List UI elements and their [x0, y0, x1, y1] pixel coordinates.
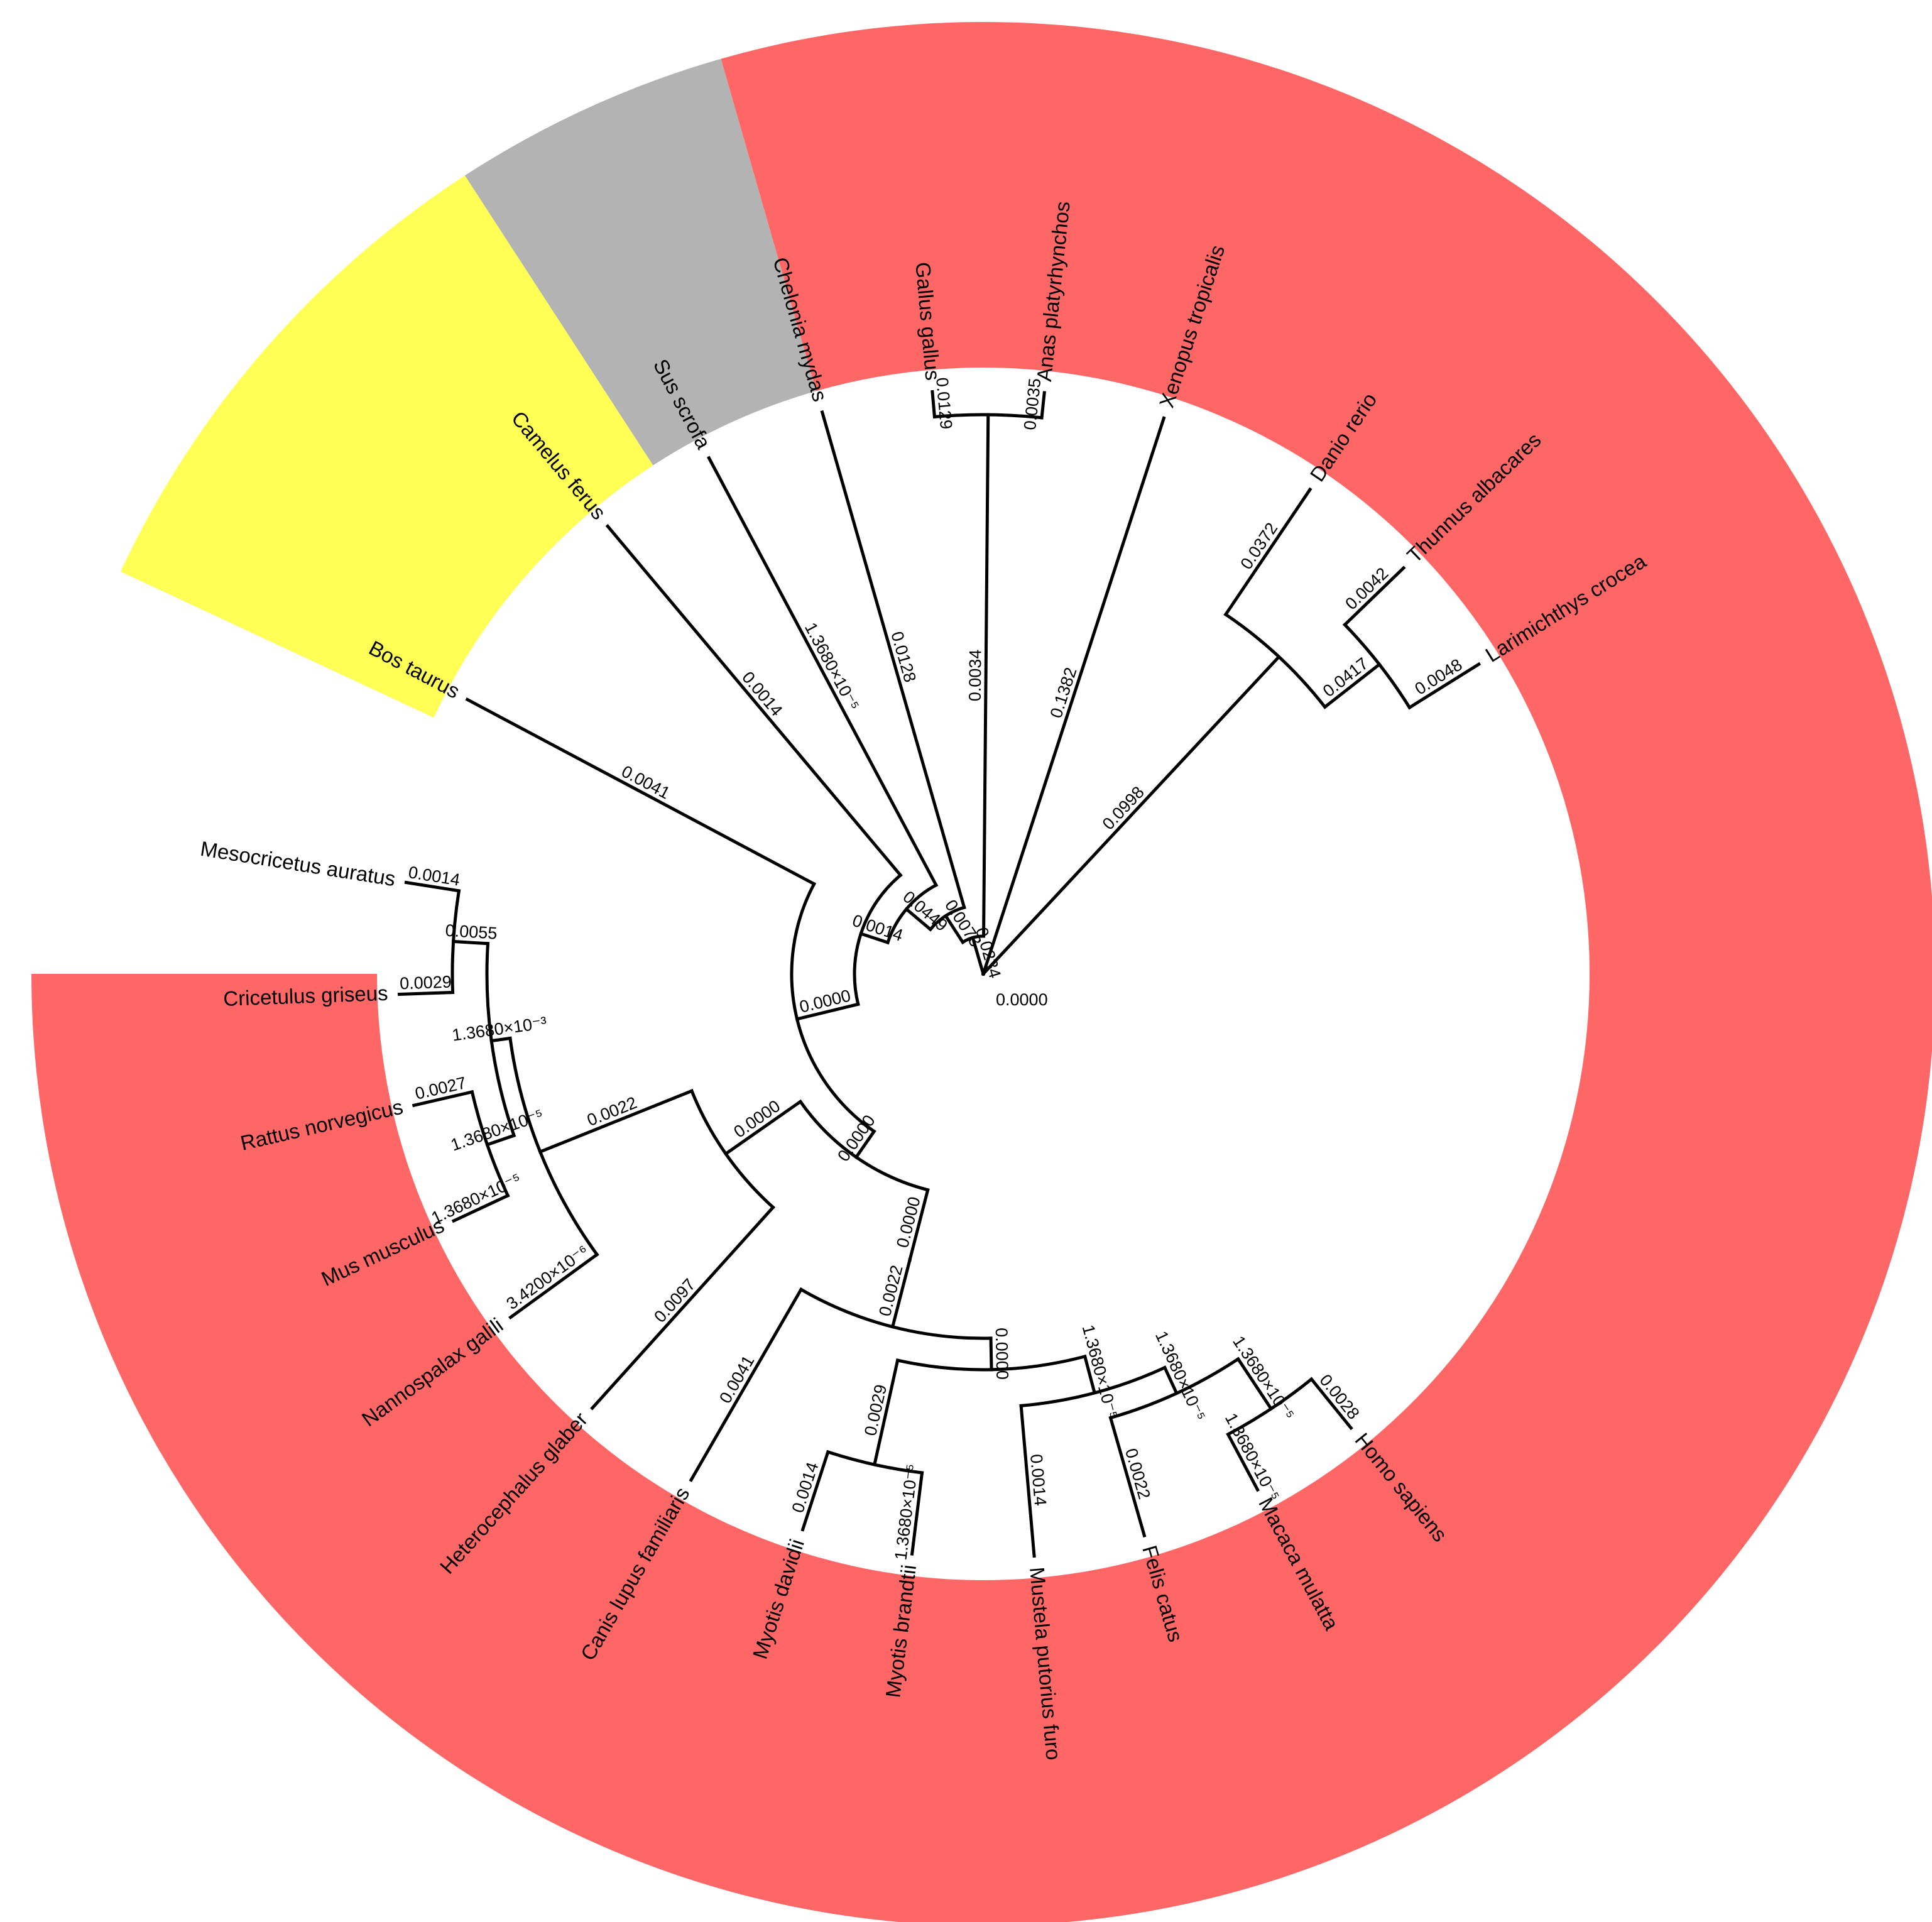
branch-n_felprim — [1162, 1365, 1179, 1395]
branch-n_primates — [1236, 1357, 1274, 1411]
branch-n_main_c — [859, 931, 890, 945]
branch-sus-scrofa — [707, 456, 939, 888]
node-arc-n_hamster_rat — [485, 942, 516, 1138]
branch-felis-catus — [1108, 1416, 1147, 1538]
clade-bands — [31, 22, 1932, 1922]
branch-n_main_d — [795, 1002, 860, 1021]
band-fish-group — [120, 175, 653, 718]
branch-length-nannospalax-galili: 3.4200×10⁻⁶ — [503, 1242, 592, 1314]
branch-length-cricetulus-griseus: 0.0029 — [400, 973, 452, 993]
band-amphibian-group — [464, 58, 817, 466]
node-arc-n_main_a — [928, 905, 966, 932]
branch-homo-sapiens — [1309, 1377, 1353, 1431]
branch-mesocricetus-auratus — [404, 880, 461, 893]
branch-cricetulus-griseus — [397, 990, 455, 996]
branch-length-n_rest: 1.3680×10⁻⁵ — [1079, 1323, 1122, 1421]
node-arc-n_main_b — [885, 883, 939, 945]
branch-length-n_hamsters: 0.0055 — [445, 921, 498, 943]
branch-anas-platyrhynchos — [1040, 391, 1046, 420]
node-arc-n_ratmouse — [470, 1089, 510, 1198]
node-arc-n_primates — [1226, 1377, 1314, 1437]
branch-mustela-putorius-furo — [1019, 1404, 1036, 1558]
branch-length-sus-scrofa: 1.3680×10⁻⁵ — [801, 620, 863, 714]
branch-length-n_primates: 1.3680×10⁻⁵ — [1229, 1333, 1298, 1424]
branch-length-n_bats_rest: 0.0000 — [992, 1328, 1012, 1380]
branch-length-mus-musculus: 1.3680×10⁻⁵ — [428, 1169, 524, 1227]
branch-danio-rerio — [1223, 487, 1313, 617]
branch-n_main_a — [943, 914, 965, 945]
node-arc-n_rodents — [689, 1089, 775, 1210]
branch-n_bats — [872, 1358, 900, 1467]
branch-rattus-norvegicus — [412, 1089, 474, 1108]
branch-length-mustela-putorius-furo: 0.0014 — [1027, 1453, 1050, 1507]
branch-n_rod2 — [538, 1089, 694, 1154]
node-arc-n_rest — [1019, 1365, 1167, 1408]
branch-length-macaca-mulatta: 1.3680×10⁻⁵ — [1221, 1410, 1284, 1504]
node-arc-n_main_d — [790, 882, 876, 1134]
branch-n_rodents — [723, 1099, 803, 1156]
branch-myotis-davidii — [800, 1450, 830, 1532]
branch-length-root: 0.0000 — [996, 990, 1048, 1009]
branch-gallus-gallus — [931, 390, 937, 419]
node-arc-n_mam_core — [798, 1099, 930, 1192]
branch-n_ratmouse — [485, 1133, 516, 1147]
branch-n_laur2 — [890, 1258, 912, 1329]
branch-length-n_birds: 0.0034 — [966, 649, 985, 701]
branch-xenopus-tropicalis — [981, 416, 1166, 976]
node-arc-n_bats_rest — [895, 1354, 1087, 1372]
taxon-label-mesocricetus-auratus: Mesocricetus auratus — [199, 837, 397, 891]
node-arc-n_fish2 — [1342, 622, 1412, 710]
branch-length-n_felprim: 1.3680×10⁻⁵ — [1152, 1328, 1209, 1424]
branch-bos-taurus — [465, 697, 817, 887]
node-arc-n_bats — [826, 1450, 924, 1475]
branch-n_main_b — [904, 907, 933, 932]
node-arc-n_birds — [932, 413, 1044, 420]
branch-n_fish2 — [1323, 662, 1382, 709]
branch-larimichthys-crocea — [1407, 662, 1482, 710]
node-arc-n_fish — [1223, 612, 1328, 709]
branch-macaca-mulatta — [1226, 1432, 1260, 1492]
node-arc-n_main_c — [853, 873, 903, 1007]
branch-chelonia-mydas — [820, 410, 966, 910]
branch-length-thunnus-albacares: 0.0042 — [1341, 564, 1392, 613]
branch-n_hamster_rat — [489, 1036, 512, 1043]
node-arc-n_hamsters — [450, 888, 461, 995]
branch-n_rest — [1083, 1354, 1097, 1395]
branch-length-anas-platyrhynchos: 0.0035 — [1020, 378, 1044, 431]
branch-mus-musculus — [451, 1193, 510, 1223]
branch-length-bos-taurus: 0.0041 — [618, 762, 673, 802]
branch-heterocephalus-glaber — [590, 1205, 775, 1411]
band-mammal-bird-reptile-group — [31, 22, 1932, 1922]
branch-myotis-brandtii — [910, 1471, 924, 1556]
node-arc-n_felprim — [1108, 1357, 1241, 1420]
branch-n_hamsters — [451, 939, 490, 946]
branch-camelus-ferus — [605, 524, 903, 878]
branch-canis-lupus-familiaris — [689, 1287, 804, 1482]
branch-n_laur — [908, 1188, 930, 1262]
branch-n_birds — [982, 413, 990, 938]
branch-n_fish — [981, 654, 1282, 976]
branch-thunnus-albacares — [1342, 565, 1406, 627]
tree-branches — [397, 390, 1482, 1558]
taxon-label-cricetulus-griseus: Cricetulus griseus — [223, 981, 388, 1010]
branch-nannospalax-galili — [508, 1252, 599, 1320]
branch-length-gallus-gallus: 0.0129 — [932, 377, 956, 430]
node-arc-n_laur2 — [799, 1287, 993, 1340]
node-arc-n_rod2 — [508, 1036, 599, 1257]
branch-n_mam_core — [854, 1129, 876, 1160]
branch-n_tetrapod_group — [971, 936, 986, 976]
